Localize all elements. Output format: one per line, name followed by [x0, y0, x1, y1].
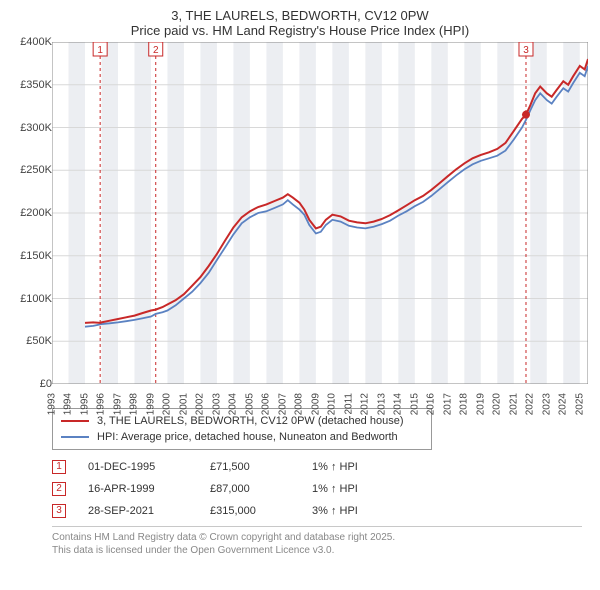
- marker-date: 16-APR-1999: [88, 478, 188, 500]
- x-tick-label: 2005: [244, 393, 255, 415]
- legend-row-2: HPI: Average price, detached house, Nune…: [61, 429, 423, 445]
- x-tick-label: 2009: [310, 393, 321, 415]
- legend-swatch-2: [61, 436, 89, 438]
- y-tick-label: £400K: [10, 36, 52, 48]
- svg-text:2: 2: [153, 45, 159, 56]
- x-tick-label: 2017: [442, 393, 453, 415]
- x-tick-label: 2022: [525, 393, 536, 415]
- marker-price: £71,500: [210, 456, 290, 478]
- x-tick-label: 2008: [294, 393, 305, 415]
- x-tick-label: 2020: [492, 393, 503, 415]
- y-tick-label: £250K: [10, 164, 52, 176]
- y-tick-label: £50K: [10, 335, 52, 347]
- y-axis: £0£50K£100K£150K£200K£250K£300K£350K£400…: [10, 42, 52, 384]
- x-tick-label: 2025: [574, 393, 585, 415]
- x-tick-label: 2023: [541, 393, 552, 415]
- attribution: Contains HM Land Registry data © Crown c…: [52, 526, 582, 557]
- chart-title: 3, THE LAURELS, BEDWORTH, CV12 0PW Price…: [10, 8, 590, 38]
- marker-row: 2 16-APR-1999 £87,000 1% ↑ HPI: [52, 478, 590, 500]
- title-line-2: Price paid vs. HM Land Registry's House …: [10, 23, 590, 38]
- y-tick-label: £100K: [10, 293, 52, 305]
- marker-price: £315,000: [210, 500, 290, 522]
- marker-hpi: 3% ↑ HPI: [312, 500, 392, 522]
- y-tick-label: £150K: [10, 250, 52, 262]
- x-tick-label: 2013: [376, 393, 387, 415]
- svg-text:3: 3: [523, 45, 529, 56]
- plot-svg: 1 2 3: [52, 42, 588, 384]
- x-tick-label: 2000: [162, 393, 173, 415]
- legend-label-2: HPI: Average price, detached house, Nune…: [97, 429, 398, 445]
- title-line-1: 3, THE LAURELS, BEDWORTH, CV12 0PW: [10, 8, 590, 23]
- x-tick-label: 2004: [228, 393, 239, 415]
- x-tick-label: 1998: [129, 393, 140, 415]
- x-tick-label: 2012: [360, 393, 371, 415]
- x-tick-label: 2015: [409, 393, 420, 415]
- x-tick-label: 2014: [393, 393, 404, 415]
- y-tick-label: £200K: [10, 207, 52, 219]
- legend-label-1: 3, THE LAURELS, BEDWORTH, CV12 0PW (deta…: [97, 413, 404, 429]
- marker-number-box: 1: [52, 460, 66, 474]
- x-tick-label: 1999: [145, 393, 156, 415]
- marker-date: 01-DEC-1995: [88, 456, 188, 478]
- marker-price: £87,000: [210, 478, 290, 500]
- svg-text:1: 1: [97, 45, 103, 56]
- marker-hpi: 1% ↑ HPI: [312, 456, 392, 478]
- legend-row-1: 3, THE LAURELS, BEDWORTH, CV12 0PW (deta…: [61, 413, 423, 429]
- x-tick-label: 2011: [343, 393, 354, 415]
- attribution-line-2: This data is licensed under the Open Gov…: [52, 544, 582, 557]
- y-tick-label: £350K: [10, 79, 52, 91]
- marker-date: 28-SEP-2021: [88, 500, 188, 522]
- legend: 3, THE LAURELS, BEDWORTH, CV12 0PW (deta…: [52, 408, 432, 450]
- x-tick-label: 1993: [47, 393, 58, 415]
- x-tick-label: 2019: [475, 393, 486, 415]
- marker-number-box: 2: [52, 482, 66, 496]
- marker-number-box: 3: [52, 504, 66, 518]
- x-tick-label: 2006: [261, 393, 272, 415]
- plot-area: 1 2 3: [52, 42, 588, 384]
- x-tick-label: 2018: [459, 393, 470, 415]
- legend-swatch-1: [61, 420, 89, 422]
- x-tick-label: 2016: [426, 393, 437, 415]
- x-tick-label: 2024: [558, 393, 569, 415]
- x-tick-label: 1994: [63, 393, 74, 415]
- y-tick-label: £300K: [10, 122, 52, 134]
- x-tick-label: 1997: [112, 393, 123, 415]
- x-tick-label: 2010: [327, 393, 338, 415]
- x-tick-label: 1995: [79, 393, 90, 415]
- x-axis: 1993199419951996199719981999200020012002…: [52, 384, 588, 404]
- x-tick-label: 2003: [211, 393, 222, 415]
- x-tick-label: 1996: [96, 393, 107, 415]
- x-tick-label: 2001: [178, 393, 189, 415]
- y-tick-label: £0: [10, 378, 52, 390]
- chart-area: £0£50K£100K£150K£200K£250K£300K£350K£400…: [10, 42, 590, 402]
- marker-table: 1 01-DEC-1995 £71,500 1% ↑ HPI 2 16-APR-1999 £…: [52, 456, 590, 522]
- marker-row: 1 01-DEC-1995 £71,500 1% ↑ HPI: [52, 456, 590, 478]
- x-tick-label: 2002: [195, 393, 206, 415]
- x-tick-label: 2007: [277, 393, 288, 415]
- marker-row: 3 28-SEP-2021 £315,000 3% ↑ HPI: [52, 500, 590, 522]
- attribution-line-1: Contains HM Land Registry data © Crown c…: [52, 531, 582, 544]
- x-tick-label: 2021: [508, 393, 519, 415]
- marker-hpi: 1% ↑ HPI: [312, 478, 392, 500]
